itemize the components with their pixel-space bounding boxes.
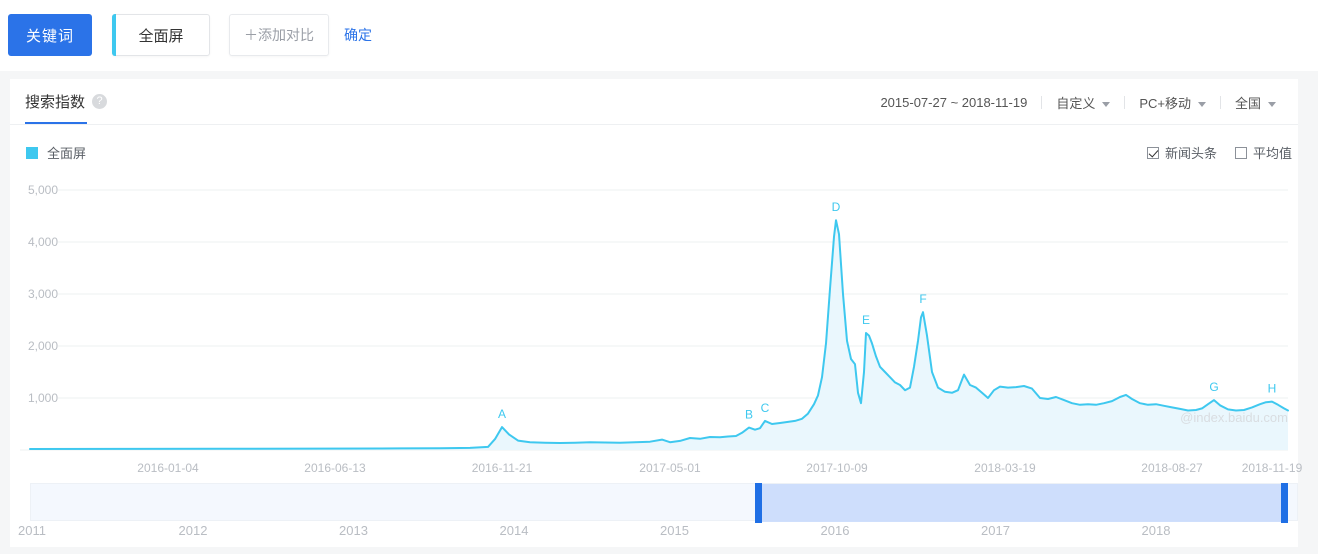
chevron-down-icon — [1197, 101, 1206, 107]
tab-search-index[interactable]: 搜索指数 ? — [25, 91, 108, 112]
news-headline-label: 新闻头条 — [1164, 146, 1217, 161]
region-select[interactable]: 全国 — [1221, 93, 1290, 112]
keyword-chip-label: 全面屏 — [138, 27, 184, 45]
y-axis-tick-label: 3,000 — [28, 287, 58, 301]
x-axis-tick-label: 2016-11-21 — [472, 461, 533, 475]
timeline-handle-right[interactable] — [1281, 483, 1288, 523]
average-label: 平均值 — [1252, 146, 1292, 161]
card-header: 搜索指数 ? 2015-07-27 ~ 2018-11-19 自定义 PC+移动… — [10, 79, 1298, 125]
chart-legend-toggles: 新闻头条 平均值 — [1129, 143, 1292, 162]
chart-marker-g[interactable]: G — [1209, 380, 1218, 394]
x-axis-tick-label: 2018-11-19 — [1242, 461, 1303, 475]
keyword-accent-bar — [112, 14, 116, 56]
timeline-year-label: 2015 — [660, 523, 689, 538]
date-range-label: 2015-07-27 ~ 2018-11-19 — [880, 94, 1028, 110]
y-axis-tick-label: 2,000 — [28, 339, 58, 353]
timeline-year-label: 2013 — [339, 523, 368, 538]
x-axis-tick-label: 2017-10-09 — [806, 461, 868, 475]
x-axis-tick-label: 2017-05-01 — [639, 461, 701, 475]
timeline-year-axis: 2011 2012 2013 2014 2015 2016 2017 2018 — [0, 520, 1318, 550]
card-header-controls: 2015-07-27 ~ 2018-11-19 自定义 PC+移动 全国 — [866, 92, 1290, 112]
chart-marker-b[interactable]: B — [745, 408, 753, 422]
keyword-tab-button[interactable]: 关键词 — [8, 14, 92, 56]
chart-marker-c[interactable]: C — [761, 401, 770, 415]
timeline-range-slider[interactable] — [10, 483, 1298, 523]
x-axis-tick-label: 2016-06-13 — [304, 461, 366, 475]
timeline-year-label: 2018 — [1141, 523, 1171, 538]
average-checkbox[interactable] — [1234, 146, 1247, 159]
device-select[interactable]: PC+移动 — [1125, 93, 1220, 112]
timeline-year-label: 2017 — [981, 523, 1010, 538]
y-axis-tick-label: 5,000 — [28, 183, 58, 197]
x-axis-tick-label: 2018-08-27 — [1141, 461, 1203, 475]
top-toolbar: 关键词 全面屏 ＋添加对比 确定 — [0, 0, 1318, 71]
chart-marker-e[interactable]: E — [862, 313, 870, 327]
timeline-track[interactable] — [30, 483, 1298, 523]
divider — [1124, 95, 1126, 109]
divider — [1219, 95, 1221, 109]
series-area-fill — [30, 220, 1288, 450]
add-comparison-button[interactable]: ＋添加对比 — [229, 14, 329, 56]
chart-marker-h[interactable]: H — [1268, 382, 1277, 396]
chart-marker-f[interactable]: F — [919, 292, 926, 306]
y-axis-tick-label: 1,000 — [28, 391, 58, 405]
divider — [1041, 95, 1043, 109]
timeline-year-label: 2011 — [18, 523, 46, 538]
confirm-button[interactable]: 确定 — [344, 27, 372, 43]
timeline-selection[interactable] — [758, 484, 1284, 522]
series-line — [29, 219, 1289, 450]
x-axis-tick-label: 2018-03-19 — [974, 461, 1036, 475]
tab-search-index-label: 搜索指数 — [25, 94, 86, 111]
x-axis-tick-label: 2016-01-04 — [137, 461, 199, 475]
y-axis-tick-label: 4,000 — [28, 235, 58, 249]
trend-chart-svg: 1,000 2,000 3,000 4,000 5,000 A B C D E F G H 2016-01… — [20, 183, 1303, 475]
chart-marker-a[interactable]: A — [498, 407, 506, 421]
timeline-year-label: 2012 — [178, 523, 208, 538]
chevron-down-icon — [1102, 101, 1111, 107]
watermark: @index.baidu.com — [1180, 410, 1288, 425]
search-index-card: 搜索指数 ? 2015-07-27 ~ 2018-11-19 自定义 PC+移动… — [10, 79, 1298, 547]
chart-legend[interactable]: 全面屏 — [26, 143, 86, 162]
tab-active-indicator — [25, 122, 87, 124]
period-select[interactable]: 自定义 — [1042, 93, 1124, 112]
news-headline-checkbox[interactable] — [1146, 146, 1159, 159]
average-toggle[interactable]: 平均值 — [1234, 143, 1292, 162]
chevron-down-icon — [1268, 101, 1276, 107]
legend-series-label: 全面屏 — [47, 146, 87, 161]
question-mark-icon[interactable]: ? — [92, 94, 108, 109]
timeline-year-label: 2016 — [820, 523, 850, 538]
legend-color-swatch — [26, 146, 38, 159]
chart-marker-d[interactable]: D — [832, 200, 841, 214]
news-headline-toggle[interactable]: 新闻头条 — [1146, 143, 1217, 162]
trend-chart: 1,000 2,000 3,000 4,000 5,000 A B C D E F G H 2016-01… — [10, 170, 1308, 475]
keyword-input-chip[interactable]: 全面屏 — [112, 14, 210, 56]
timeline-year-label: 2014 — [499, 523, 529, 538]
timeline-handle-left[interactable] — [755, 483, 762, 523]
